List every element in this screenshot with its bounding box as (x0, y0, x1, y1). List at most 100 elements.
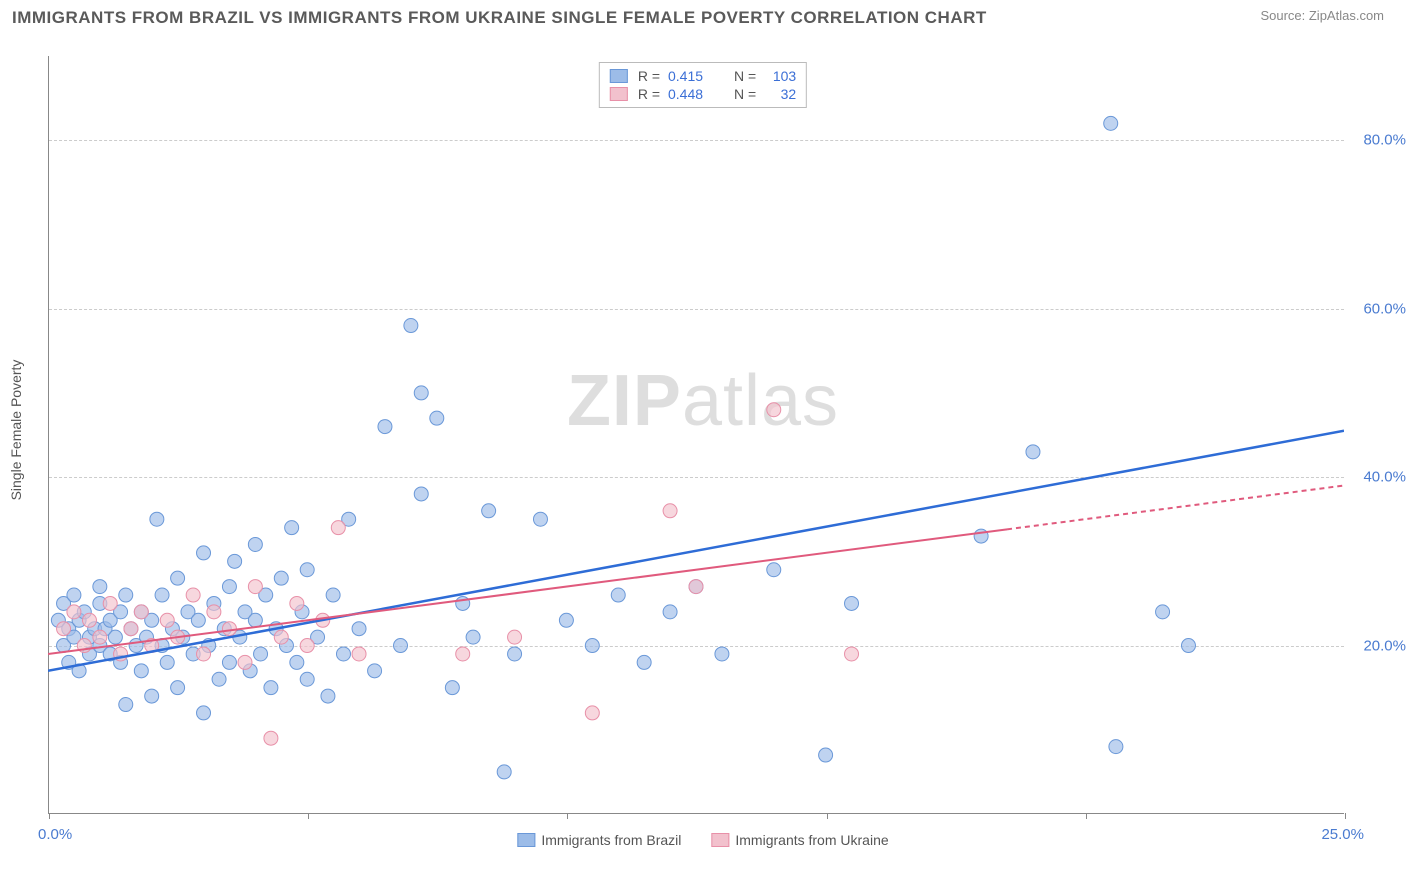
data-point (212, 672, 226, 686)
y-tick-label: 40.0% (1350, 469, 1406, 486)
data-point (160, 613, 174, 627)
data-point (819, 748, 833, 762)
data-point (191, 613, 205, 627)
x-axis-end-label: 25.0% (1321, 826, 1364, 843)
data-point (1104, 116, 1118, 130)
data-point (82, 613, 96, 627)
legend-series-label: Immigrants from Ukraine (735, 832, 888, 848)
legend-swatch (711, 833, 729, 847)
data-point (331, 521, 345, 535)
data-point (466, 630, 480, 644)
x-axis-start-label: 0.0% (38, 826, 72, 843)
data-point (248, 580, 262, 594)
legend-series-item: Immigrants from Ukraine (711, 832, 888, 848)
data-point (248, 613, 262, 627)
r-label: R = (638, 86, 660, 102)
y-tick-label: 60.0% (1350, 300, 1406, 317)
data-point (108, 630, 122, 644)
data-point (124, 622, 138, 636)
n-value: 32 (764, 86, 796, 102)
data-point (508, 630, 522, 644)
data-point (264, 681, 278, 695)
r-value: 0.448 (668, 86, 716, 102)
legend-series-item: Immigrants from Brazil (517, 832, 681, 848)
chart-header: IMMIGRANTS FROM BRAZIL VS IMMIGRANTS FRO… (0, 0, 1406, 32)
data-point (285, 521, 299, 535)
data-point (222, 655, 236, 669)
data-point (300, 639, 314, 653)
regression-line-dashed (1007, 486, 1344, 530)
data-point (414, 386, 428, 400)
data-point (119, 698, 133, 712)
data-point (290, 596, 304, 610)
data-point (186, 588, 200, 602)
data-point (254, 647, 268, 661)
data-point (222, 580, 236, 594)
data-point (1109, 740, 1123, 754)
data-point (197, 546, 211, 560)
chart-svg (48, 56, 1344, 814)
chart-title: IMMIGRANTS FROM BRAZIL VS IMMIGRANTS FRO… (12, 8, 987, 28)
data-point (238, 655, 252, 669)
legend-correlation: R = 0.415 N = 103 R = 0.448 N = 32 (599, 62, 807, 108)
data-point (228, 554, 242, 568)
data-point (171, 571, 185, 585)
data-point (300, 672, 314, 686)
data-point (352, 622, 366, 636)
data-point (119, 588, 133, 602)
data-point (150, 512, 164, 526)
data-point (222, 622, 236, 636)
r-value: 0.415 (668, 68, 716, 84)
data-point (482, 504, 496, 518)
data-point (67, 605, 81, 619)
legend-swatch (610, 69, 628, 83)
data-point (300, 563, 314, 577)
data-point (1156, 605, 1170, 619)
r-label: R = (638, 68, 660, 84)
y-tick-label: 20.0% (1350, 637, 1406, 654)
data-point (414, 487, 428, 501)
legend-swatch (610, 87, 628, 101)
x-tick (1345, 813, 1346, 819)
data-point (67, 588, 81, 602)
data-point (103, 596, 117, 610)
data-point (445, 681, 459, 695)
data-point (430, 411, 444, 425)
data-point (559, 613, 573, 627)
data-point (845, 647, 859, 661)
n-label: N = (734, 68, 756, 84)
chart-container: 20.0%40.0%60.0%80.0% (48, 56, 1344, 814)
data-point (663, 605, 677, 619)
data-point (197, 706, 211, 720)
data-point (134, 664, 148, 678)
data-point (171, 681, 185, 695)
data-point (663, 504, 677, 518)
data-point (321, 689, 335, 703)
data-point (394, 639, 408, 653)
data-point (689, 580, 703, 594)
data-point (93, 630, 107, 644)
chart-source: Source: ZipAtlas.com (1260, 8, 1384, 23)
y-tick-label: 80.0% (1350, 132, 1406, 149)
data-point (585, 639, 599, 653)
data-point (145, 689, 159, 703)
data-point (404, 319, 418, 333)
data-point (533, 512, 547, 526)
data-point (93, 580, 107, 594)
data-point (767, 563, 781, 577)
n-value: 103 (764, 68, 796, 84)
legend-series: Immigrants from Brazil Immigrants from Uk… (517, 832, 888, 848)
data-point (326, 588, 340, 602)
data-point (160, 655, 174, 669)
data-point (336, 647, 350, 661)
data-point (274, 571, 288, 585)
data-point (264, 731, 278, 745)
data-point (497, 765, 511, 779)
regression-line (48, 431, 1344, 671)
data-point (134, 605, 148, 619)
n-label: N = (734, 86, 756, 102)
data-point (1181, 639, 1195, 653)
data-point (378, 420, 392, 434)
data-point (197, 647, 211, 661)
data-point (508, 647, 522, 661)
